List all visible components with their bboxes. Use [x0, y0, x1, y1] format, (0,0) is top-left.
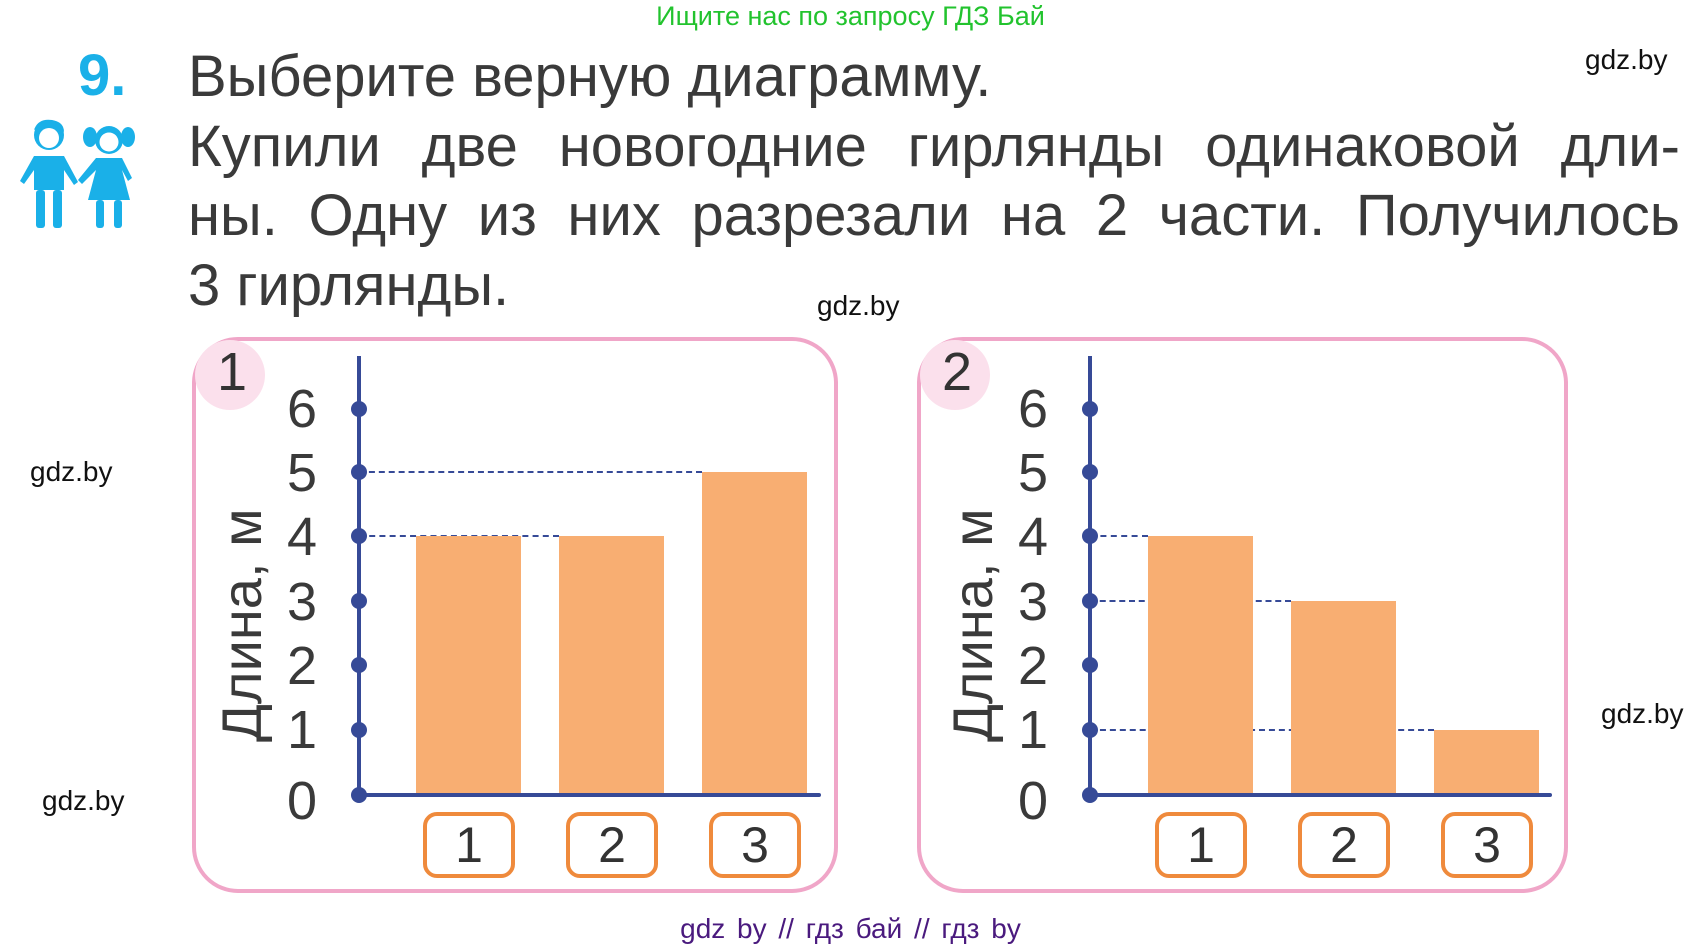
chart-2-x-label-1: 1 [1155, 812, 1247, 878]
chart-1-guide-line-5 [359, 471, 702, 473]
chart-1-badge: 1 [195, 340, 265, 410]
chart-1-tick-dot [351, 464, 367, 480]
chart-1-tick-dot [351, 657, 367, 673]
watermark: gdz.by [1601, 698, 1684, 729]
chart-1-x-label-3: 3 [709, 812, 801, 878]
chart-2-tick-dot [1082, 593, 1098, 609]
chart-1-y-tick: 6 [286, 379, 318, 439]
watermark: gdz.by [42, 785, 125, 816]
watermark: gdz.by [817, 290, 900, 321]
chart-2-x-axis [1090, 793, 1552, 797]
chart-2-x-label-2: 2 [1298, 812, 1390, 878]
chart-2-y-tick: 1 [1017, 700, 1049, 760]
chart-2-bar-3 [1434, 730, 1539, 795]
task-line-4: 3 гирлянды. [188, 252, 510, 318]
chart-1-y-tick: 1 [286, 700, 318, 760]
chart-2-badge: 2 [920, 340, 990, 410]
chart-1-y-axis [357, 356, 361, 797]
chart-1-tick-dot [351, 528, 367, 544]
children-holding-hands-icon [20, 119, 135, 228]
watermark: gdz.by [1585, 44, 1668, 75]
chart-1-y-tick: 3 [286, 572, 318, 632]
chart-2-y-tick: 4 [1017, 507, 1049, 567]
task-text: Выберите верную диаграмму. Купили две но… [188, 42, 1680, 320]
task-line-1: Выберите верную диаграмму. [188, 44, 992, 109]
task-number: 9. [78, 43, 127, 108]
chart-1-y-tick: 2 [286, 636, 318, 696]
chart-2-y-tick: 6 [1017, 379, 1049, 439]
chart-1-x-label-2: 2 [566, 812, 658, 878]
chart-2-tick-dot [1082, 401, 1098, 417]
chart-2-y-axis-title: Длина, м [941, 508, 1004, 742]
chart-1-tick-dot [351, 593, 367, 609]
chart-2-guide-line-1 [1090, 729, 1434, 731]
chart-2-y-tick: 2 [1017, 636, 1049, 696]
task-line-3: ны. Одну из них разрезали на 2 части. По… [188, 183, 1680, 248]
task-line-2: Купили две новогодние гирлянды одинаково… [188, 113, 1680, 179]
chart-1-bar-2 [559, 536, 664, 795]
chart-2-guide-line-4 [1090, 535, 1148, 537]
search-hint-link[interactable]: Ищите нас по запросу ГДЗ Бай [656, 1, 1045, 31]
chart-2-x-label-3: 3 [1441, 812, 1533, 878]
chart-2-tick-dot [1082, 657, 1098, 673]
chart-1-tick-dot [351, 401, 367, 417]
chart-1-y-tick: 4 [286, 507, 318, 567]
chart-1-bar-1 [416, 536, 521, 795]
chart-2-y-tick: 5 [1017, 443, 1049, 503]
chart-2-tick-dot [1082, 528, 1098, 544]
chart-1-x-axis [359, 793, 821, 797]
chart-2-y-tick: 0 [1017, 771, 1049, 831]
chart-1-x-label-1: 1 [423, 812, 515, 878]
chart-1-tick-dot [351, 787, 367, 803]
chart-2-bar-2 [1291, 601, 1396, 795]
chart-1-tick-dot [351, 722, 367, 738]
chart-2-tick-dot [1082, 787, 1098, 803]
chart-2-bar-1 [1148, 536, 1253, 795]
chart-2-tick-dot [1082, 464, 1098, 480]
chart-2-y-axis [1088, 356, 1092, 797]
chart-1-bar-3 [702, 472, 807, 795]
watermark: gdz.by [30, 456, 113, 487]
footer-links[interactable]: gdz by // гдз бай // гдз by [680, 913, 1021, 944]
chart-2-tick-dot [1082, 722, 1098, 738]
chart-1-y-tick: 5 [286, 443, 318, 503]
chart-1-y-tick: 0 [286, 771, 318, 831]
chart-2-y-tick: 3 [1017, 572, 1049, 632]
chart-1-y-axis-title: Длина, м [210, 508, 273, 742]
